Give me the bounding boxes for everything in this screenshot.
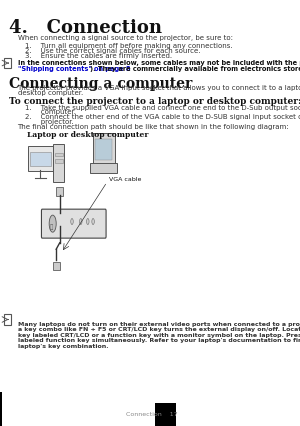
FancyBboxPatch shape [95, 139, 112, 160]
Text: The projector provides a VGA input socket that allows you to connect it to a lap: The projector provides a VGA input socke… [18, 85, 300, 91]
FancyBboxPatch shape [4, 314, 11, 325]
FancyBboxPatch shape [4, 58, 11, 68]
FancyBboxPatch shape [56, 217, 63, 226]
Text: a key combo like FN + F5 or CRT/LCD key turns the external display on/off. Locat: a key combo like FN + F5 or CRT/LCD key … [18, 327, 300, 332]
FancyBboxPatch shape [55, 159, 62, 163]
Text: computer.: computer. [26, 109, 76, 115]
Text: When connecting a signal source to the projector, be sure to:: When connecting a signal source to the p… [18, 35, 232, 41]
Bar [0, 392, 2, 426]
Text: The final connection path should be like that shown in the following diagram:: The final connection path should be like… [18, 124, 289, 130]
Text: In the connections shown below, some cables may not be included with the project: In the connections shown below, some cab… [18, 60, 300, 66]
Text: labeled function key simultaneously. Refer to your laptop's documentation to fin: labeled function key simultaneously. Ref… [18, 338, 300, 343]
Circle shape [49, 215, 56, 232]
Circle shape [87, 219, 89, 225]
Text: 1.    Turn all equipment off before making any connections.: 1. Turn all equipment off before making … [26, 43, 233, 49]
Text: laptop's key combination.: laptop's key combination. [18, 344, 108, 349]
Text: Connection    17: Connection 17 [126, 412, 178, 417]
Text: key labeled CRT/LCD or a function key with a monitor symbol on the laptop. Press: key labeled CRT/LCD or a function key wi… [18, 333, 300, 338]
Text: "Shipping contents" on page 8: "Shipping contents" on page 8 [18, 66, 130, 72]
Circle shape [71, 219, 73, 225]
Text: projector.: projector. [26, 119, 74, 125]
FancyBboxPatch shape [93, 133, 115, 165]
FancyBboxPatch shape [53, 262, 59, 270]
Text: Many laptops do not turn on their external video ports when connected to a proje: Many laptops do not turn on their extern… [18, 322, 300, 327]
FancyBboxPatch shape [90, 163, 117, 173]
Text: desktop computer.: desktop computer. [18, 90, 83, 96]
Circle shape [92, 219, 94, 225]
Text: Laptop or desktop computer: Laptop or desktop computer [27, 131, 148, 139]
Text: 4.   Connection: 4. Connection [9, 19, 162, 37]
Text: 2.    Connect the other end of the VGA cable to the D-SUB signal input socket on: 2. Connect the other end of the VGA cabl… [26, 114, 300, 120]
Text: To connect the projector to a laptop or desktop computer:: To connect the projector to a laptop or … [9, 97, 300, 106]
Bar [154, 403, 176, 426]
Text: 1.    Take the supplied VGA cable and connect one end to the D-Sub output socket: 1. Take the supplied VGA cable and conne… [26, 105, 300, 111]
FancyBboxPatch shape [28, 146, 53, 171]
Text: 2.    Use the correct signal cables for each source.: 2. Use the correct signal cables for eac… [26, 48, 201, 54]
Circle shape [80, 219, 82, 225]
Text: ). They are commercially available from electronics stores.: ). They are commercially available from … [90, 66, 300, 72]
Text: Connecting a computer: Connecting a computer [9, 77, 192, 91]
Text: VGA cable: VGA cable [109, 177, 141, 182]
FancyBboxPatch shape [56, 187, 63, 196]
FancyBboxPatch shape [55, 153, 62, 156]
Text: 3.    Ensure the cables are firmly inserted.: 3. Ensure the cables are firmly inserted… [26, 53, 172, 59]
FancyBboxPatch shape [53, 144, 64, 182]
FancyBboxPatch shape [41, 209, 106, 238]
FancyBboxPatch shape [30, 152, 51, 166]
Text: ⏻: ⏻ [49, 224, 52, 230]
